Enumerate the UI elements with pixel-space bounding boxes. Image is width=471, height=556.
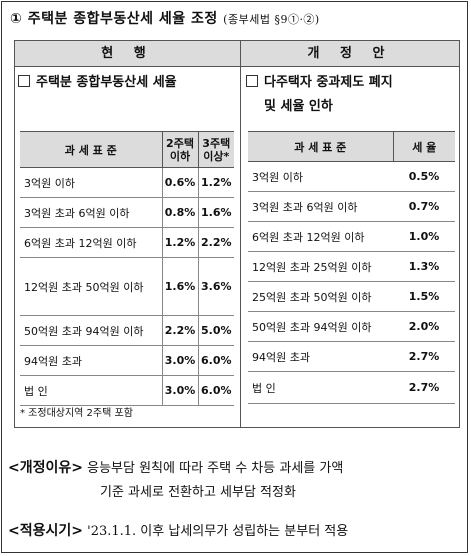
reason-paragraph: <개정이유> 응능부담 원칙에 따라 주택 수 차등 과세를 가액 기준 과세로… [8,456,343,505]
proposed-heading: 개 정 안 [241,41,459,67]
proposed-header-row: 과 세 표 준 세 율 [248,131,455,162]
rate-cell: 0.6% [161,167,198,198]
rate-cell: 1.0% [393,221,455,252]
rate-cell: 3.0% [161,345,198,376]
tax-base-cell: 3억원 초과 6억원 이하 [20,197,162,228]
proposed-section-line2: 및 세율 인하 [264,99,333,114]
rate-cell: 1.5% [393,281,455,312]
page-title: ① 주택분 종합부동산세 세율 조정 (종부세법 §9①·②) [10,8,320,28]
tax-base-cell: 3억원 이하 [20,167,162,198]
footnote: * 조정대상지역 2주택 포함 [20,408,133,419]
rate-cell: 2.2% [197,227,234,258]
rate-cell: 0.7% [393,191,455,222]
proposed-rate-table: 과 세 표 준 세 율 3억원 이하 0.5% 3억원 초과 6억원 이하 0.… [248,131,455,404]
rate-cell: 3.0% [161,375,198,406]
rate-cell: 2.7% [393,371,455,404]
current-rate-table: 과 세 표 준 2주택 이하 3주택 이상* 3억원 이하 0.6% 1.2% … [20,131,234,406]
header-three-or-more: 3주택 이상* [197,131,234,168]
reason-label: <개정이유> [8,460,83,476]
comparison-box: 현 행 개 정 안 주택분 종합부동산세 세율 과 세 표 준 2주택 이하 3… [14,40,460,428]
tax-base-cell: 12억원 초과 25억원 이하 [248,251,393,282]
effective-text: '23.1.1. 이후 납세의무가 성립하는 분부터 적용 [87,524,349,539]
tax-base-cell: 12억원 초과 50억원 이하 [20,257,162,316]
rate-cell: 3.6% [197,257,234,316]
column-divider [240,41,241,427]
rate-cell: 2.7% [393,341,455,372]
law-reference: (종부세법 §9①·②) [223,13,320,26]
tax-base-cell: 94억원 초과 [20,345,162,376]
table-row: 12억원 초과 25억원 이하 1.3% [248,251,455,282]
table-row: 법 인 3.0% 6.0% [20,375,234,406]
rate-cell: 1.2% [161,227,198,258]
tax-base-cell: 50억원 초과 94억원 이하 [20,315,162,346]
current-section-title: 주택분 종합부동산세 세율 [18,71,177,95]
checkbox-icon [246,75,258,87]
tax-base-cell: 6억원 초과 12억원 이하 [20,227,162,258]
rate-cell: 2.2% [161,315,198,346]
table-row: 법 인 2.7% [248,371,455,404]
effective-label: <적용시기> [8,523,83,539]
table-row: 94억원 초과 2.7% [248,341,455,372]
rate-cell: 6.0% [197,345,234,376]
rate-cell: 1.6% [197,197,234,228]
tax-base-cell: 법 인 [20,375,162,406]
table-row: 25억원 초과 50억원 이하 1.5% [248,281,455,312]
table-row: 50억원 초과 94억원 이하 2.0% [248,311,455,342]
table-row: 50억원 초과 94억원 이하 2.2% 5.0% [20,315,234,346]
tax-base-cell: 25억원 초과 50억원 이하 [248,281,393,312]
title-main: ① 주택분 종합부동산세 세율 조정 [10,11,218,27]
proposed-section-title: 다주택자 중과제도 폐지 및 세율 인하 [246,71,393,119]
checkbox-icon [18,75,30,87]
table-row: 6억원 초과 12억원 이하 1.0% [248,221,455,252]
proposed-section-line1: 다주택자 중과제도 폐지 [264,75,393,90]
tax-base-cell: 3억원 이하 [248,161,393,192]
current-header-row: 과 세 표 준 2주택 이하 3주택 이상* [20,131,234,168]
table-row: 3억원 이하 0.6% 1.2% [20,167,234,198]
rate-cell: 0.8% [161,197,198,228]
reason-line1: 응능부담 원칙에 따라 주택 수 차등 과세를 가액 [87,461,344,476]
header-tax-base: 과 세 표 준 [20,131,162,168]
reason-line2: 기준 과세로 전환하고 세부담 적정화 [100,485,296,500]
header-two-or-less: 2주택 이하 [161,131,198,168]
current-heading: 현 행 [15,41,240,67]
effective-paragraph: <적용시기> '23.1.1. 이후 납세의무가 성립하는 분부터 적용 [8,519,348,544]
table-row: 3억원 이하 0.5% [248,161,455,192]
rate-cell: 6.0% [197,375,234,406]
current-section-label: 주택분 종합부동산세 세율 [36,75,177,90]
tax-base-cell: 50억원 초과 94억원 이하 [248,311,393,342]
table-row: 3억원 초과 6억원 이하 0.7% [248,191,455,222]
table-row: 12억원 초과 50억원 이하 1.6% 3.6% [20,257,234,316]
rate-cell: 1.3% [393,251,455,282]
tax-base-cell: 법 인 [248,371,393,404]
rate-cell: 5.0% [197,315,234,346]
rate-cell: 1.6% [161,257,198,316]
table-row: 6억원 초과 12억원 이하 1.2% 2.2% [20,227,234,258]
rate-cell: 1.2% [197,167,234,198]
table-row: 3억원 초과 6억원 이하 0.8% 1.6% [20,197,234,228]
tax-base-cell: 94억원 초과 [248,341,393,372]
rate-cell: 2.0% [393,311,455,342]
header-tax-base: 과 세 표 준 [248,131,393,162]
tax-base-cell: 6억원 초과 12억원 이하 [248,221,393,252]
table-row: 94억원 초과 3.0% 6.0% [20,345,234,376]
tax-base-cell: 3억원 초과 6억원 이하 [248,191,393,222]
rate-cell: 0.5% [393,161,455,192]
header-rate: 세 율 [392,131,455,162]
